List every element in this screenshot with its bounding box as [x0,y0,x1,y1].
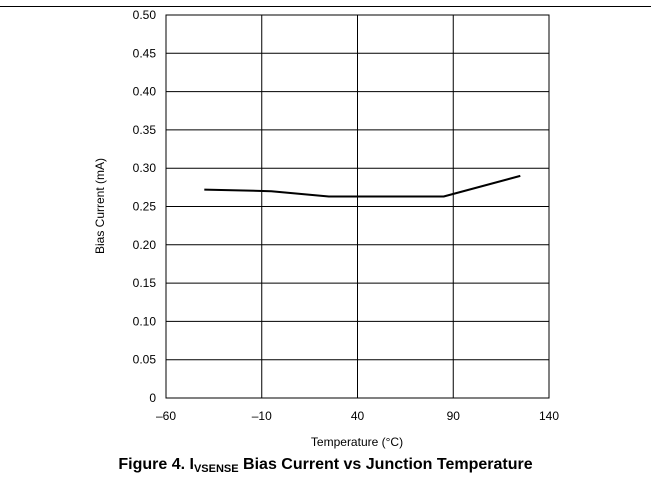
y-axis-label: Bias Current (mA) [93,158,107,254]
y-tick-label: 0.15 [133,276,157,290]
y-tick-label: 0 [149,391,156,405]
y-axis-ticks: 0 0.05 0.10 0.15 0.20 0.25 0.30 0.35 0.40 0.45 0.5… [133,8,157,405]
x-tick-label: 140 [539,409,559,423]
y-tick-label: 0.40 [133,85,157,99]
y-tick-label: 0.20 [133,238,157,252]
y-tick-label: 0.35 [133,123,157,137]
y-tick-label: 0.05 [133,353,157,367]
x-tick-label: –10 [252,409,272,423]
y-tick-label: 0.45 [133,46,157,60]
x-tick-label: 90 [447,409,461,423]
x-tick-label: –60 [156,409,176,423]
caption-subscript: VSENSE [193,463,239,475]
x-axis-ticks: –60 –10 40 90 140 [156,409,559,423]
y-tick-label: 0.50 [133,8,157,22]
top-rule [0,6,651,7]
caption-prefix: Figure 4. I [118,456,194,473]
caption-suffix: Bias Current vs Junction Temperature [238,456,533,473]
series-group [204,174,521,198]
y-tick-label: 0.10 [133,314,157,328]
figure-caption: Figure 4. IVSENSE Bias Current vs Juncti… [0,456,651,475]
y-tick-label: 0.30 [133,161,157,175]
grid [166,15,549,398]
x-axis-label: Temperature (°C) [311,435,403,449]
y-tick-label: 0.25 [133,200,157,214]
x-tick-label: 40 [351,409,365,423]
series-line [204,174,521,198]
